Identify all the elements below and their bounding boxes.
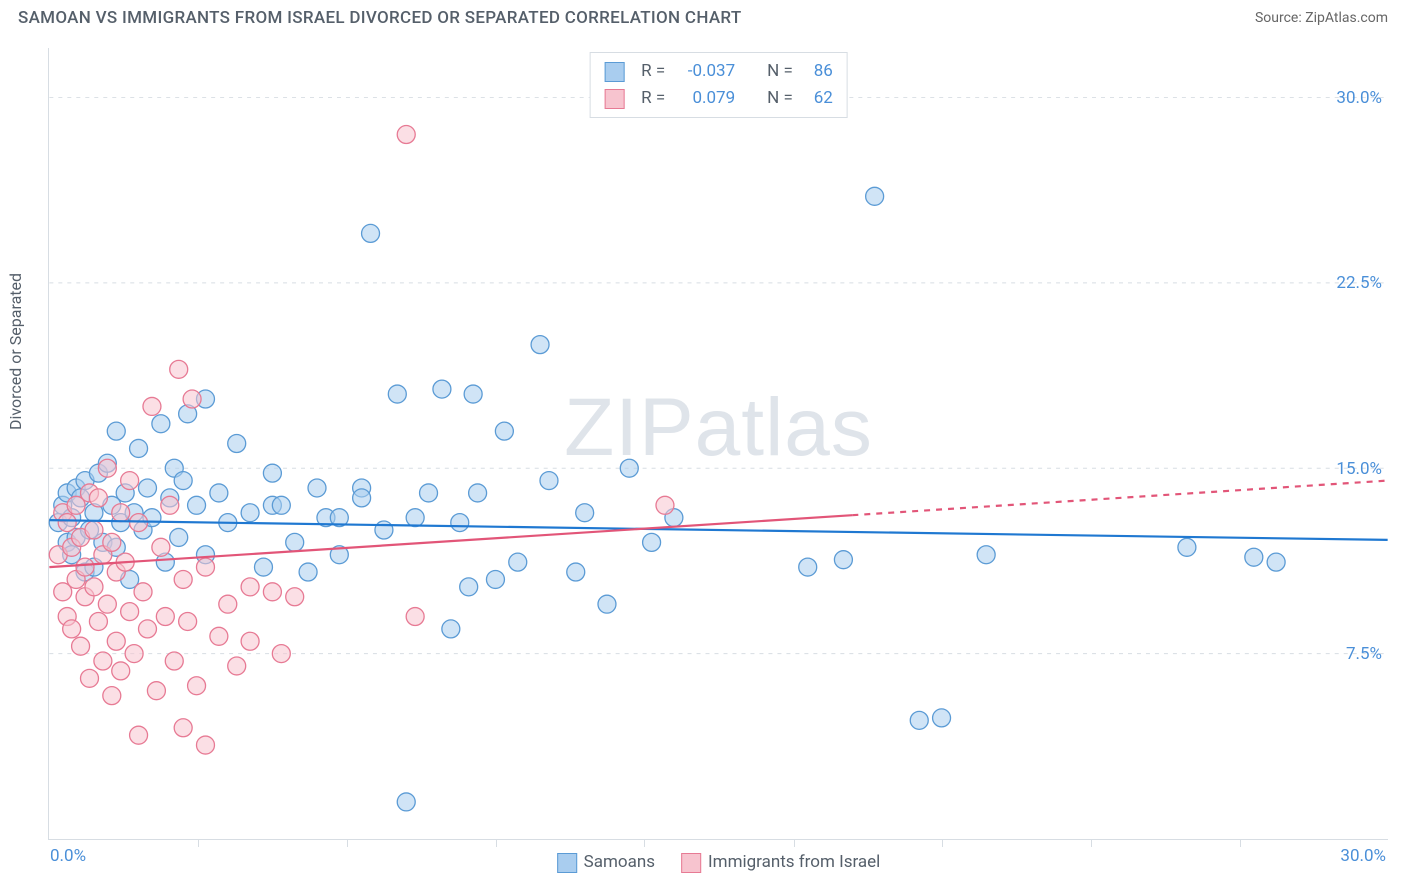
- xtick-mark: [198, 839, 199, 847]
- r-label: R =: [641, 85, 665, 112]
- xtick-mark: [794, 839, 795, 847]
- swatch-series1-icon: [557, 853, 577, 873]
- legend-label-series2: Immigrants from Israel: [708, 852, 880, 872]
- source-attribution: Source: ZipAtlas.com: [1255, 10, 1388, 26]
- x-end-label: 30.0%: [1340, 846, 1386, 866]
- chart-svg: [49, 48, 1388, 839]
- ytick-label: 30.0%: [1336, 88, 1382, 108]
- n-label: N =: [767, 85, 793, 112]
- r-label: R =: [641, 58, 665, 85]
- y-axis-label: Divorced or Separated: [6, 273, 25, 430]
- xtick-mark: [942, 839, 943, 847]
- n-label: N =: [767, 58, 793, 85]
- series-legend: Samoans Immigrants from Israel: [557, 852, 881, 873]
- ytick-label: 15.0%: [1336, 459, 1382, 479]
- xtick-mark: [347, 839, 348, 847]
- xtick-mark: [1240, 839, 1241, 847]
- correlation-legend: R = -0.037 N = 86 R = 0.079 N = 62: [589, 52, 848, 118]
- legend-row-series1: R = -0.037 N = 86: [604, 58, 833, 85]
- xtick-mark: [1091, 839, 1092, 847]
- swatch-series1-icon: [604, 62, 624, 82]
- xtick-mark: [644, 839, 645, 847]
- n-value-series2: 62: [803, 85, 833, 112]
- r-value-series2: 0.079: [675, 85, 735, 112]
- r-value-series1: -0.037: [675, 58, 735, 85]
- legend-label-series1: Samoans: [584, 852, 655, 872]
- ytick-label: 7.5%: [1346, 644, 1382, 664]
- legend-item-series1: Samoans: [557, 852, 655, 873]
- legend-item-series2: Immigrants from Israel: [681, 852, 880, 873]
- n-value-series1: 86: [803, 58, 833, 85]
- x-origin-label: 0.0%: [50, 846, 86, 866]
- xtick-mark: [496, 839, 497, 847]
- swatch-series2-icon: [681, 853, 701, 873]
- scatter-chart: ZIPatlas R = -0.037 N = 86 R = 0.079 N =…: [48, 48, 1388, 840]
- chart-title: SAMOAN VS IMMIGRANTS FROM ISRAEL DIVORCE…: [18, 8, 742, 28]
- ytick-label: 22.5%: [1336, 273, 1382, 293]
- swatch-series2-icon: [604, 89, 624, 109]
- legend-row-series2: R = 0.079 N = 62: [604, 85, 833, 112]
